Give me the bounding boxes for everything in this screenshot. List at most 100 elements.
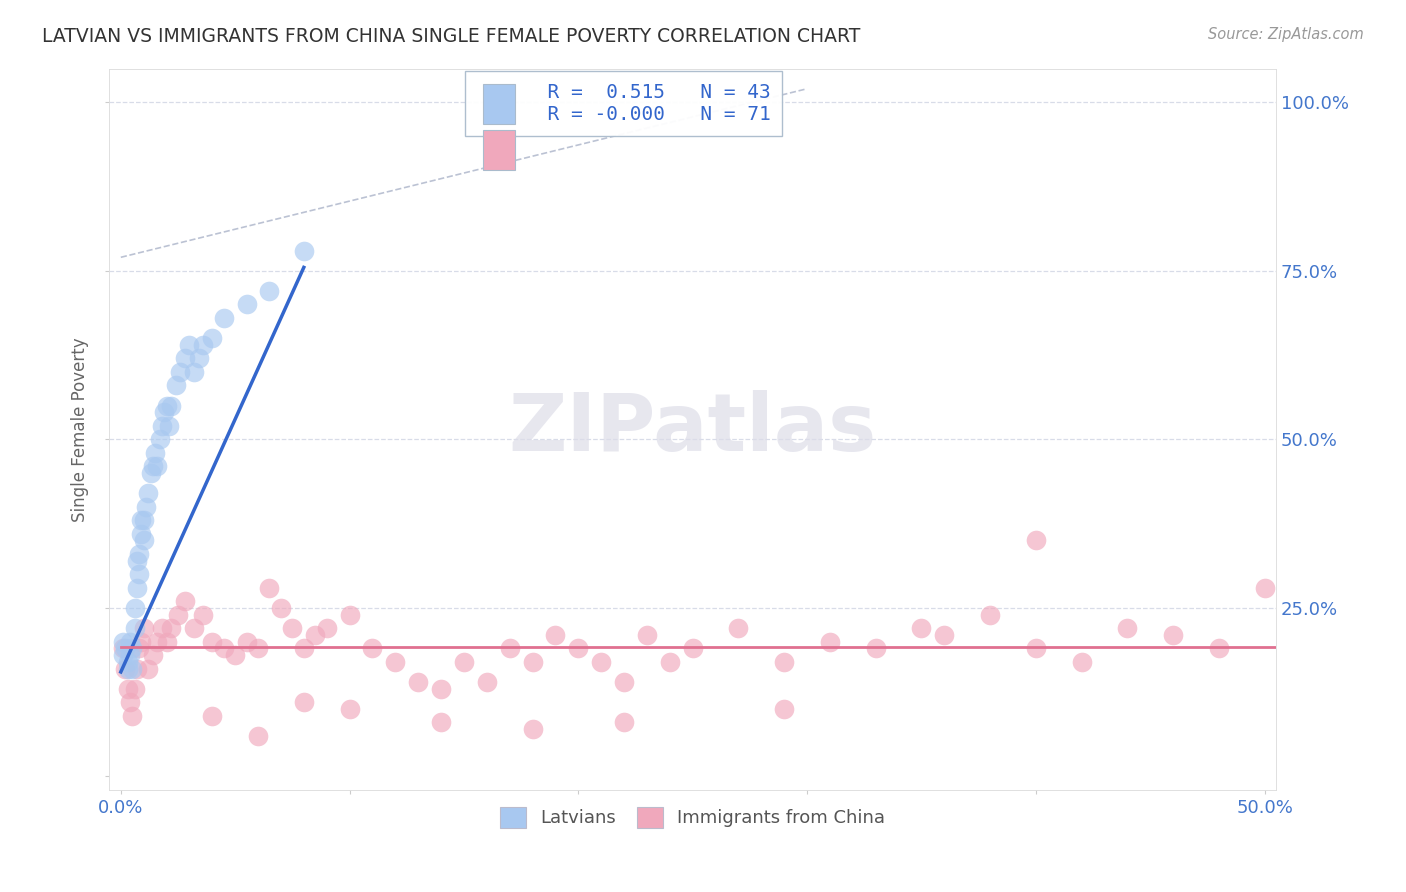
Point bbox=[160, 621, 183, 635]
Point bbox=[173, 594, 195, 608]
Point bbox=[304, 628, 326, 642]
Point bbox=[165, 378, 187, 392]
Point bbox=[173, 351, 195, 366]
Text: R =  0.515   N = 43
      R = -0.000   N = 71: R = 0.515 N = 43 R = -0.000 N = 71 bbox=[477, 83, 770, 124]
Point bbox=[146, 459, 169, 474]
Point bbox=[773, 655, 796, 669]
Point bbox=[155, 399, 177, 413]
Point bbox=[125, 662, 148, 676]
Point bbox=[475, 675, 498, 690]
Point bbox=[1253, 581, 1275, 595]
Legend: Latvians, Immigrants from China: Latvians, Immigrants from China bbox=[494, 800, 893, 835]
Point bbox=[169, 365, 191, 379]
Point bbox=[142, 459, 165, 474]
Point bbox=[1025, 641, 1047, 656]
Point bbox=[121, 708, 143, 723]
Point bbox=[613, 715, 636, 730]
Point bbox=[544, 628, 567, 642]
Point bbox=[247, 729, 270, 743]
Point bbox=[281, 621, 304, 635]
Point bbox=[124, 681, 146, 696]
Point bbox=[183, 365, 205, 379]
Point bbox=[131, 513, 153, 527]
Point bbox=[135, 500, 157, 514]
Point bbox=[339, 607, 361, 622]
Point bbox=[179, 338, 201, 352]
Point bbox=[315, 621, 337, 635]
Point bbox=[361, 641, 384, 656]
Point bbox=[270, 600, 292, 615]
Point bbox=[150, 418, 173, 433]
Point bbox=[149, 433, 172, 447]
Point bbox=[682, 641, 704, 656]
Point bbox=[212, 641, 235, 656]
Point bbox=[117, 662, 139, 676]
Point bbox=[934, 628, 956, 642]
Point bbox=[235, 297, 257, 311]
Point bbox=[167, 607, 190, 622]
Point bbox=[201, 331, 224, 345]
Point bbox=[613, 675, 636, 690]
Point bbox=[224, 648, 246, 662]
Point bbox=[292, 695, 315, 709]
FancyBboxPatch shape bbox=[482, 85, 516, 124]
Point bbox=[124, 600, 146, 615]
Point bbox=[183, 621, 205, 635]
Point bbox=[979, 607, 1001, 622]
Text: Source: ZipAtlas.com: Source: ZipAtlas.com bbox=[1208, 27, 1364, 42]
Point bbox=[121, 662, 143, 676]
Point bbox=[818, 634, 841, 648]
Point bbox=[155, 634, 177, 648]
Point bbox=[191, 607, 214, 622]
Point bbox=[121, 641, 143, 656]
Point bbox=[1208, 641, 1230, 656]
Point bbox=[128, 567, 150, 582]
Point bbox=[132, 513, 155, 527]
Point bbox=[430, 715, 453, 730]
Point bbox=[112, 641, 135, 656]
Point bbox=[118, 695, 141, 709]
Point bbox=[125, 581, 148, 595]
Point bbox=[136, 486, 159, 500]
Point bbox=[235, 634, 257, 648]
Point bbox=[259, 581, 281, 595]
Text: ZIPatlas: ZIPatlas bbox=[509, 390, 877, 468]
Point bbox=[636, 628, 658, 642]
Point bbox=[128, 547, 150, 561]
Point bbox=[201, 634, 224, 648]
Y-axis label: Single Female Poverty: Single Female Poverty bbox=[72, 337, 89, 522]
Point bbox=[1161, 628, 1184, 642]
Point bbox=[453, 655, 475, 669]
Point bbox=[1299, 655, 1322, 669]
Point bbox=[658, 655, 681, 669]
Point bbox=[114, 662, 136, 676]
Point bbox=[124, 621, 146, 635]
Point bbox=[112, 648, 135, 662]
Point bbox=[160, 399, 183, 413]
Point bbox=[117, 681, 139, 696]
Point bbox=[118, 634, 141, 648]
Point bbox=[114, 641, 136, 656]
Point bbox=[157, 418, 180, 433]
Point bbox=[384, 655, 406, 669]
Point bbox=[125, 554, 148, 568]
Point bbox=[591, 655, 613, 669]
Point bbox=[567, 641, 589, 656]
Point bbox=[131, 526, 153, 541]
Point bbox=[522, 723, 544, 737]
Point bbox=[139, 466, 162, 480]
Point bbox=[143, 446, 166, 460]
Point bbox=[1116, 621, 1139, 635]
Point bbox=[499, 641, 522, 656]
Point bbox=[259, 284, 281, 298]
Point bbox=[142, 648, 165, 662]
Point bbox=[910, 621, 932, 635]
Point bbox=[118, 648, 141, 662]
Point bbox=[187, 351, 209, 366]
Point bbox=[132, 533, 155, 548]
Point bbox=[406, 675, 429, 690]
Point bbox=[212, 310, 235, 325]
Point bbox=[1070, 655, 1092, 669]
Point bbox=[153, 405, 176, 419]
Point bbox=[1322, 641, 1344, 656]
